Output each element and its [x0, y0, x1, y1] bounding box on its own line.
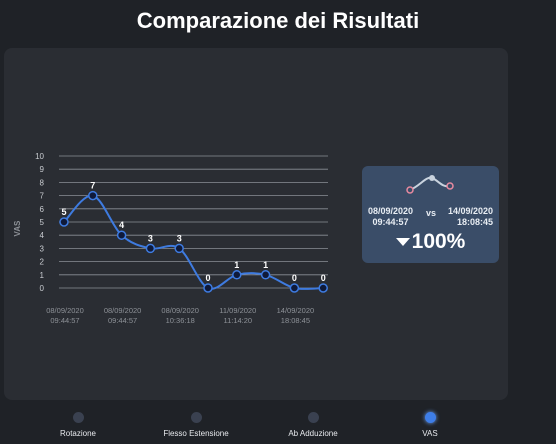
- comparison-time-left-value: 09:44:57: [372, 217, 409, 227]
- data-label: 5: [61, 207, 66, 217]
- down-arrow-icon: [395, 238, 410, 247]
- y-tick-label: 9: [40, 165, 45, 174]
- data-point: [203, 283, 213, 293]
- x-tick-label: 10:36:18: [166, 316, 195, 325]
- selector-label: Flesso Estensione: [163, 429, 229, 438]
- x-tick-label: 11/09/2020: [219, 306, 256, 315]
- radio-dot-icon[interactable]: [307, 412, 319, 423]
- data-label: 3: [148, 233, 153, 243]
- percent-value: 100%: [411, 230, 466, 253]
- radio-dot-icon[interactable]: [72, 412, 84, 423]
- x-tick-label: 09:44:57: [50, 316, 79, 325]
- radio-dot-icon[interactable]: [190, 412, 202, 423]
- selector-label: Rotazione: [59, 429, 97, 438]
- y-tick-label: 5: [40, 218, 45, 227]
- data-label: 1: [234, 260, 239, 270]
- data-point: [174, 243, 184, 254]
- x-tick-label: 09:44:57: [108, 316, 137, 325]
- selector-flesso-estensione[interactable]: Flesso Estensione: [146, 412, 246, 438]
- y-tick-label: 3: [40, 244, 45, 253]
- data-point: [232, 270, 242, 280]
- data-point: [116, 230, 127, 240]
- comparison-time-right-value: 18:08:45: [456, 217, 493, 227]
- y-tick-label: 6: [40, 205, 45, 214]
- data-label: 0: [292, 273, 297, 283]
- y-tick-label: 2: [40, 258, 45, 267]
- data-label: 1: [263, 260, 268, 270]
- series-line: [63, 194, 324, 290]
- data-label: 7: [90, 181, 95, 191]
- data-label: 3: [177, 233, 182, 243]
- x-tick-label: 11:14:20: [223, 316, 252, 325]
- data-point: [318, 283, 328, 293]
- data-point: [145, 243, 156, 254]
- page-title: Comparazione dei Risultati: [136, 8, 420, 33]
- data-label: 0: [321, 273, 326, 283]
- data-label: 0: [205, 273, 210, 283]
- selector-label: VAS: [422, 429, 438, 438]
- data-point: [59, 217, 69, 227]
- vs-label: vs: [426, 208, 437, 218]
- data-point: [260, 270, 271, 280]
- x-tick-label: 14/09/2020: [277, 306, 315, 315]
- y-tick-label: 0: [40, 284, 45, 293]
- y-axis-label: VAS: [13, 220, 22, 237]
- y-tick-label: 4: [40, 231, 45, 240]
- x-tick-label: 18:08:45: [281, 316, 310, 325]
- y-tick-label: 7: [40, 192, 45, 201]
- selector-vas[interactable]: VAS: [380, 412, 480, 438]
- x-tick-label: 08/09/2020: [161, 306, 199, 315]
- selector-label: Ab Adduzione: [288, 429, 338, 438]
- comparison-date-right-value: 14/09/2020: [447, 206, 493, 216]
- selector-rotazione[interactable]: Rotazione: [28, 412, 128, 438]
- trend-line-icon: [406, 175, 454, 194]
- radio-dot-icon[interactable]: [424, 412, 436, 423]
- data-point: [88, 190, 98, 201]
- comparison-card: 08/09/2020 09:44:57 vs 14/09/2020 18:08:…: [362, 166, 499, 263]
- x-tick-label: 08/09/2020: [46, 306, 84, 315]
- selector-ab-adduzione[interactable]: Ab Adduzione: [263, 412, 363, 438]
- percent-change: 100%: [362, 230, 499, 254]
- y-tick-label: 8: [40, 178, 45, 187]
- comparison-date-left-value: 08/09/2020: [368, 206, 414, 216]
- y-tick-label: 10: [35, 152, 44, 161]
- comparison-date-left: 08/09/2020 09:44:57: [368, 206, 413, 228]
- data-label: 4: [119, 220, 124, 230]
- x-tick-label: 08/09/2020: [104, 306, 142, 315]
- data-point: [289, 283, 300, 293]
- y-tick-label: 1: [40, 271, 45, 280]
- comparison-date-right: 14/09/2020 18:08:45: [448, 206, 493, 228]
